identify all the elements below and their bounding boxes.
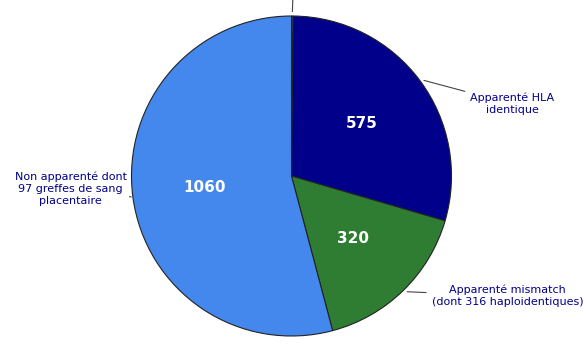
Text: 575: 575 — [346, 116, 378, 131]
Text: Apparenté mismatch
(dont 316 haploidentiques): Apparenté mismatch (dont 316 haploidenti… — [407, 285, 583, 307]
Text: 320: 320 — [337, 232, 369, 246]
Wedge shape — [292, 16, 451, 221]
Text: 1060: 1060 — [183, 180, 226, 195]
Wedge shape — [292, 176, 445, 331]
Text: Apparenté HLA
identique: Apparenté HLA identique — [424, 80, 554, 115]
Wedge shape — [132, 16, 333, 336]
Text: Non apparenté dont
97 greffes de sang
placentaire: Non apparenté dont 97 greffes de sang pl… — [15, 172, 131, 206]
Text: Valeurs manquantes
(3): Valeurs manquantes (3) — [237, 0, 352, 12]
Wedge shape — [292, 16, 293, 176]
